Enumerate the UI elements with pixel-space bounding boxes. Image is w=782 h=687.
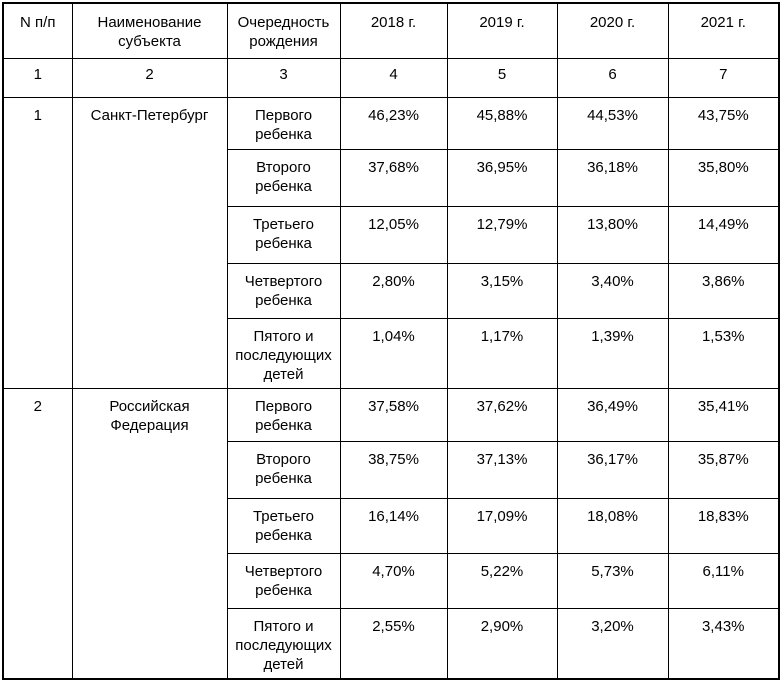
value-cell: 37,13% bbox=[446, 440, 558, 499]
col-number-cell: 4 bbox=[339, 57, 448, 98]
birth-order-cell: Пятого и последующих детей bbox=[226, 607, 341, 679]
value-cell: 6,11% bbox=[667, 552, 780, 609]
birth-order-cell: Третьего ребенка bbox=[226, 497, 341, 554]
value-cell: 2,90% bbox=[446, 607, 558, 679]
value-cell: 36,18% bbox=[556, 148, 669, 207]
birth-order-cell: Пятого и последующих детей bbox=[226, 317, 341, 389]
value-cell: 4,70% bbox=[339, 552, 448, 609]
value-cell: 35,87% bbox=[667, 440, 780, 499]
row-index-cell: 2 bbox=[2, 387, 73, 679]
value-cell: 3,43% bbox=[667, 607, 780, 679]
value-cell: 3,86% bbox=[667, 262, 780, 319]
value-cell: 3,20% bbox=[556, 607, 669, 679]
subject-cell: Российская Федерация bbox=[71, 387, 228, 679]
value-cell: 2,80% bbox=[339, 262, 448, 319]
value-cell: 35,41% bbox=[667, 387, 780, 442]
value-cell: 17,09% bbox=[446, 497, 558, 554]
col-header-cell: Наименование субъекта bbox=[71, 2, 228, 59]
birth-order-cell: Второго ребенка bbox=[226, 440, 341, 499]
col-number-cell: 1 bbox=[2, 57, 73, 98]
data-row: Третьего ребенка 12,05% 12,79% 13,80% 14,49% bbox=[3, 205, 780, 264]
birth-order-cell: Четвертого ребенка bbox=[226, 552, 341, 609]
value-cell: 18,83% bbox=[667, 497, 780, 554]
data-row: Второго ребенка 38,75% 37,13% 36,17% 35,87% bbox=[3, 440, 780, 499]
data-row: Четвертого ребенка 4,70% 5,22% 5,73% 6,11% bbox=[3, 552, 780, 609]
value-cell: 1,53% bbox=[667, 317, 780, 389]
col-header-cell: N п/п bbox=[2, 2, 73, 59]
col-header-cell: Очередность рождения bbox=[226, 2, 341, 59]
value-cell: 12,05% bbox=[339, 205, 448, 264]
value-cell: 37,58% bbox=[339, 387, 448, 442]
value-cell: 14,49% bbox=[667, 205, 780, 264]
col-header-cell: 2020 г. bbox=[556, 2, 669, 59]
value-cell: 43,75% bbox=[667, 96, 780, 150]
value-cell: 37,68% bbox=[339, 148, 448, 207]
value-cell: 38,75% bbox=[339, 440, 448, 499]
col-number-cell: 2 bbox=[71, 57, 228, 98]
data-row: Пятого и последующих детей 2,55% 2,90% 3,20… bbox=[3, 607, 780, 679]
birth-order-cell: Первого ребенка bbox=[226, 96, 341, 150]
birth-order-cell: Третьего ребенка bbox=[226, 205, 341, 264]
value-cell: 2,55% bbox=[339, 607, 448, 679]
value-cell: 18,08% bbox=[556, 497, 669, 554]
birth-order-cell: Четвертого ребенка bbox=[226, 262, 341, 319]
data-row: Четвертого ребенка 2,80% 3,15% 3,40% 3,86% bbox=[3, 262, 780, 319]
col-number-cell: 6 bbox=[556, 57, 669, 98]
value-cell: 36,49% bbox=[556, 387, 669, 442]
value-cell: 36,95% bbox=[446, 148, 558, 207]
col-header-cell: 2021 г. bbox=[667, 2, 780, 59]
value-cell: 5,73% bbox=[556, 552, 669, 609]
value-cell: 5,22% bbox=[446, 552, 558, 609]
value-cell: 45,88% bbox=[446, 96, 558, 150]
birth-order-cell: Первого ребенка bbox=[226, 387, 341, 442]
value-cell: 36,17% bbox=[556, 440, 669, 499]
value-cell: 13,80% bbox=[556, 205, 669, 264]
value-cell: 3,40% bbox=[556, 262, 669, 319]
col-header-cell: 2018 г. bbox=[339, 2, 448, 59]
col-number-cell: 3 bbox=[226, 57, 341, 98]
value-cell: 16,14% bbox=[339, 497, 448, 554]
value-cell: 37,62% bbox=[446, 387, 558, 442]
value-cell: 1,39% bbox=[556, 317, 669, 389]
data-row: Второго ребенка 37,68% 36,95% 36,18% 35,80% bbox=[3, 148, 780, 207]
value-cell: 44,53% bbox=[556, 96, 669, 150]
value-cell: 35,80% bbox=[667, 148, 780, 207]
value-cell: 1,17% bbox=[446, 317, 558, 389]
data-row: 1 Санкт-Петербург Первого ребенка 46,23% 45,… bbox=[2, 96, 780, 389]
col-header-cell: 2019 г. bbox=[446, 2, 558, 59]
value-cell: 12,79% bbox=[446, 205, 558, 264]
birth-order-cell: Второго ребенка bbox=[226, 148, 341, 207]
value-cell: 3,15% bbox=[446, 262, 558, 319]
value-cell: 46,23% bbox=[339, 96, 448, 150]
data-row: Третьего ребенка 16,14% 17,09% 18,08% 18,83% bbox=[3, 497, 780, 554]
col-number-cell: 5 bbox=[446, 57, 558, 98]
subject-cell: Санкт-Петербург bbox=[71, 96, 228, 389]
col-number-cell: 7 bbox=[667, 57, 780, 98]
header-row: N п/п Наименование субъекта Очередность ро… bbox=[2, 2, 780, 59]
value-cell: 1,04% bbox=[339, 317, 448, 389]
data-row: 2 Российская Федерация Первого ребенка 37,5… bbox=[2, 387, 780, 679]
row-index-cell: 1 bbox=[2, 96, 73, 389]
